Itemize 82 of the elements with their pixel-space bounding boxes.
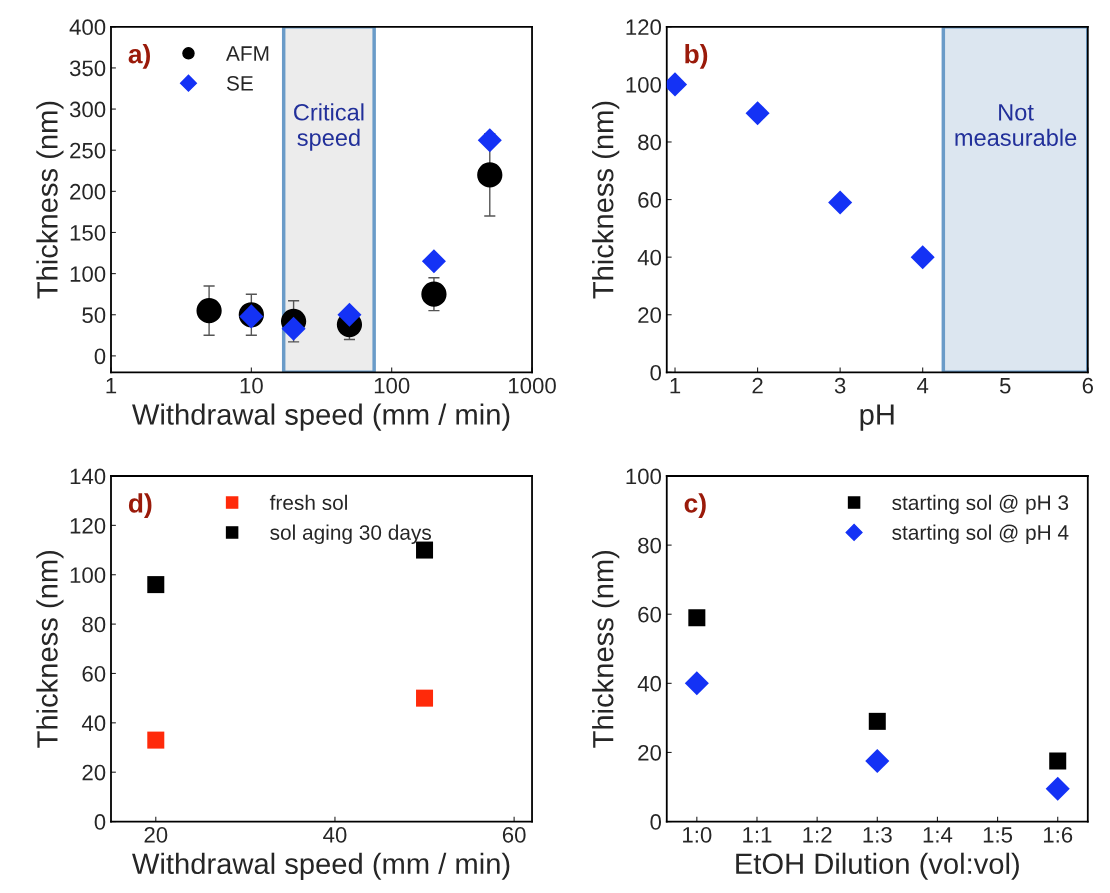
x-axis-title: Withdrawal speed (mm / min) — [132, 852, 510, 880]
x-tick-label: 1:3 — [863, 827, 892, 843]
y-tick-label: 40 — [637, 249, 662, 266]
y-tick-label: 0 — [94, 814, 106, 830]
y-tick-label: 40 — [81, 715, 106, 732]
y-tick-label: 60 — [638, 192, 662, 208]
y-tick-label: 400 — [69, 19, 106, 36]
y-tick-label: 20 — [82, 764, 106, 781]
point — [147, 731, 165, 749]
x-tick-label: 1000 — [509, 377, 556, 394]
y-tick-label: 100 — [626, 76, 662, 93]
point — [1049, 752, 1067, 770]
x-tick-label: 1 — [670, 378, 681, 394]
point — [828, 190, 853, 215]
y-tick-label: 100 — [626, 468, 662, 485]
y-tick-label: 0 — [94, 348, 106, 365]
x-tick-label: 100 — [374, 377, 410, 394]
x-tick-label: 6 — [1082, 377, 1093, 394]
point — [865, 749, 890, 774]
x-tick-label: 1:0 — [683, 827, 712, 843]
annotation: c) — [684, 493, 706, 518]
annotation: d) — [128, 493, 152, 518]
annotation: b) — [685, 44, 708, 69]
legend-label: starting sol @ pH 4 — [892, 524, 1069, 545]
x-tick-label: 1:1 — [743, 827, 772, 843]
point — [745, 101, 770, 126]
x-tick-label: 1:4 — [923, 827, 953, 843]
y-tick-label: 50 — [82, 307, 106, 324]
y-tick-label: 150 — [70, 225, 106, 241]
y-axis-title: Thickness (nm) — [592, 550, 620, 748]
y-axis-title: Thickness (nm) — [36, 550, 64, 748]
y-axis-title: Thickness (nm) — [36, 101, 64, 299]
y-tick-label: 250 — [70, 142, 106, 159]
legend-label: SE — [226, 75, 253, 91]
legend-label: fresh sol — [269, 494, 347, 511]
y-tick-label: 20 — [638, 307, 662, 324]
y-tick-label: 60 — [82, 666, 106, 682]
legend-label: starting sol @ pH 3 — [892, 494, 1069, 515]
point — [684, 671, 709, 696]
y-tick-label: 0 — [650, 364, 662, 381]
x-tick-label: 1:2 — [803, 827, 832, 843]
y-tick-label: 200 — [70, 183, 106, 200]
x-tick-label: 5 — [999, 378, 1011, 394]
y-tick-label: 300 — [69, 101, 106, 118]
y-tick-label: 100 — [70, 567, 106, 584]
legend-label: sol aging 30 days — [270, 524, 432, 545]
x-tick-label: 1:5 — [983, 827, 1013, 843]
y-tick-label: 120 — [626, 19, 662, 36]
y-tick-label: 80 — [638, 537, 662, 554]
point — [910, 245, 935, 270]
y-tick-label: 60 — [638, 606, 662, 623]
y-tick-label: 40 — [637, 675, 662, 692]
x-tick-label: 1:6 — [1043, 827, 1073, 843]
point — [868, 712, 886, 730]
y-tick-label: 120 — [70, 517, 106, 534]
x-tick-label: 20 — [144, 827, 168, 843]
x-tick-label: 4 — [917, 378, 929, 394]
point — [688, 609, 706, 627]
y-tick-label: 350 — [69, 60, 106, 77]
y-tick-label: 20 — [638, 744, 662, 761]
point — [147, 576, 165, 594]
y-tick-label: 0 — [650, 814, 662, 830]
annotation: a) — [128, 44, 150, 69]
x-tick-label: 40 — [323, 827, 347, 843]
y-tick-label: 80 — [82, 616, 106, 633]
y-tick-label: 80 — [638, 134, 662, 151]
x-axis-title: EtOH Dilution (vol:vol) — [736, 852, 1019, 880]
y-tick-label: 140 — [70, 468, 106, 485]
x-tick-label: 3 — [834, 377, 846, 394]
x-tick-label: 1 — [106, 378, 117, 394]
point — [1045, 776, 1070, 801]
legend-label: AFM — [226, 46, 269, 61]
x-tick-label: 2 — [752, 377, 763, 394]
point — [416, 689, 434, 707]
x-tick-label: 10 — [240, 377, 263, 394]
x-axis-title: Withdrawal speed (mm / min) — [132, 403, 510, 431]
band-label: Not measurable — [955, 104, 1077, 147]
x-axis-title: pH — [860, 404, 894, 431]
y-tick-label: 100 — [70, 266, 106, 282]
x-tick-label: 60 — [502, 827, 526, 843]
band-label: Critical speed — [294, 103, 364, 151]
y-axis-title: Thickness (nm) — [592, 101, 620, 299]
